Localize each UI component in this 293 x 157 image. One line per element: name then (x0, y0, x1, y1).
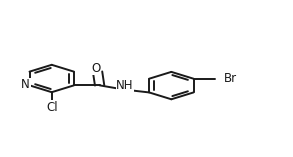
Text: O: O (91, 62, 101, 75)
Text: Br: Br (224, 72, 237, 85)
Text: Cl: Cl (47, 101, 58, 114)
Text: NH: NH (116, 79, 134, 92)
Text: N: N (21, 78, 30, 91)
